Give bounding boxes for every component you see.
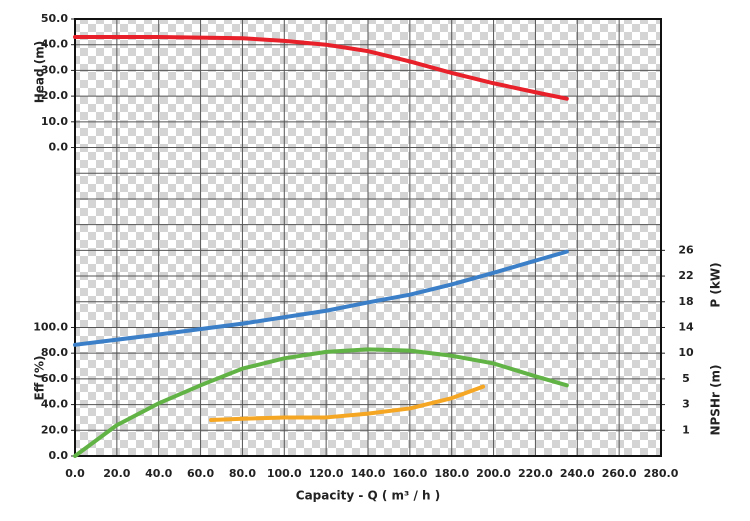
y-tick-label: 3 bbox=[682, 398, 690, 411]
curve bbox=[73, 34, 569, 101]
x-tick-label: 20.0 bbox=[103, 467, 130, 480]
x-tick-label: 180.0 bbox=[434, 467, 469, 480]
y-tick-label: 22 bbox=[678, 269, 693, 282]
x-tick-label: 240.0 bbox=[560, 467, 595, 480]
y-tick-label: 40.0 bbox=[41, 38, 68, 51]
x-tick-label: 200.0 bbox=[476, 467, 511, 480]
y-tick-label: 10 bbox=[678, 346, 694, 359]
x-tick-label: 140.0 bbox=[351, 467, 386, 480]
y-tick-label: 30.0 bbox=[41, 63, 68, 76]
y-tick-label: 80.0 bbox=[41, 346, 68, 359]
y-tick-label: 0.0 bbox=[49, 141, 69, 154]
y-tick-label: 26 bbox=[678, 243, 694, 256]
y-tick-label: 100.0 bbox=[33, 320, 68, 333]
curve bbox=[209, 384, 486, 423]
y-tick-label: 20.0 bbox=[41, 89, 68, 102]
y-tick-label: 1 bbox=[682, 423, 690, 436]
x-tick-label: 80.0 bbox=[229, 467, 256, 480]
x-tick-label: 0.0 bbox=[65, 467, 85, 480]
y-axis-label: Head (m) bbox=[33, 41, 47, 104]
y-tick-label: 40.0 bbox=[41, 398, 68, 411]
x-tick-label: 60.0 bbox=[187, 467, 214, 480]
curve bbox=[73, 249, 569, 347]
x-tick-label: 100.0 bbox=[267, 467, 302, 480]
y-tick-label: 5 bbox=[682, 372, 690, 385]
y-tick-label: 18 bbox=[678, 295, 693, 308]
y-tick-label: 0.0 bbox=[49, 449, 69, 462]
x-axis-label: Capacity - Q ( m³ / h ) bbox=[296, 489, 440, 503]
y-tick-label: 10.0 bbox=[41, 115, 68, 128]
x-tick-label: 220.0 bbox=[518, 467, 553, 480]
x-tick-label: 120.0 bbox=[309, 467, 344, 480]
x-tick-label: 40.0 bbox=[145, 467, 172, 480]
curve bbox=[73, 347, 569, 458]
y-axis-label: P (kW) bbox=[709, 262, 723, 307]
y-tick-label: 20.0 bbox=[41, 423, 68, 436]
y-axis-label: Eff (%) bbox=[33, 355, 47, 400]
plot-border bbox=[74, 18, 662, 457]
y-axis-label: NPSHr (m) bbox=[709, 364, 723, 435]
y-tick-label: 60.0 bbox=[41, 372, 68, 385]
y-tick-label: 50.0 bbox=[41, 12, 68, 25]
x-tick-label: 260.0 bbox=[602, 467, 637, 480]
x-tick-label: 160.0 bbox=[392, 467, 427, 480]
y-tick-label: 14 bbox=[678, 320, 694, 333]
x-tick-label: 280.0 bbox=[644, 467, 679, 480]
